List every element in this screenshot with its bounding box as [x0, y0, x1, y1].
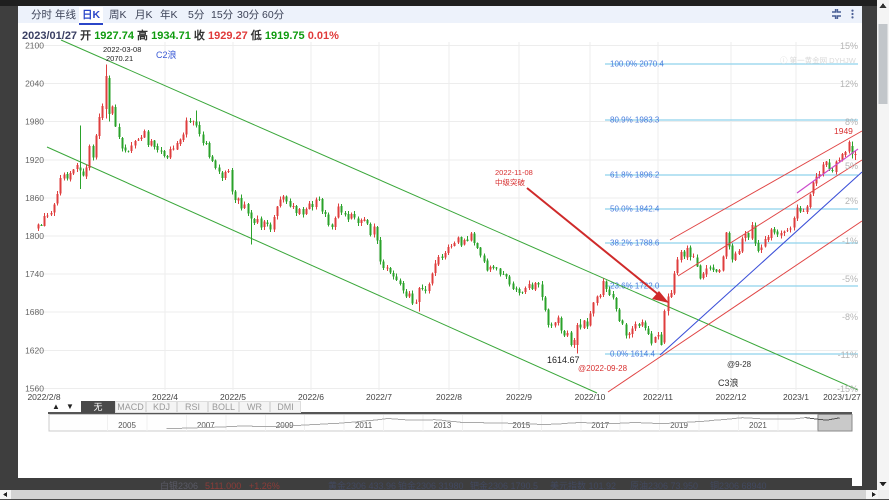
svg-text:2070.21: 2070.21	[106, 54, 133, 63]
svg-text:2022/12: 2022/12	[716, 392, 747, 402]
svg-text:2019: 2019	[670, 421, 688, 430]
svg-text:0.0% 1614.4: 0.0% 1614.4	[610, 350, 655, 359]
svg-text:美元指数 101.92: 美元指数 101.92	[550, 480, 616, 491]
svg-text:2023/1/27: 2023/1/27	[823, 392, 861, 402]
svg-text:C3浪: C3浪	[718, 377, 739, 388]
svg-text:1980: 1980	[25, 117, 44, 127]
svg-text:2022/10: 2022/10	[575, 392, 606, 402]
svg-text:中级突破: 中级突破	[495, 177, 525, 187]
svg-text:38.2% 1788.6: 38.2% 1788.6	[610, 239, 660, 248]
svg-text:2040: 2040	[25, 79, 44, 89]
svg-text:2015: 2015	[512, 421, 530, 430]
svg-text:-11%: -11%	[838, 350, 858, 360]
svg-text:50.0% 1842.4: 50.0% 1842.4	[610, 205, 660, 214]
svg-text:1560: 1560	[25, 383, 44, 393]
svg-text:@2022-09-28: @2022-09-28	[578, 364, 628, 373]
svg-text:ⓘ 第一黄金网 DYHJW: ⓘ 第一黄金网 DYHJW	[780, 55, 857, 65]
svg-text:2022/2/8: 2022/2/8	[27, 392, 60, 402]
svg-text:2022/11: 2022/11	[643, 392, 673, 402]
svg-text:+1.26%: +1.26%	[249, 481, 280, 491]
svg-text:2011: 2011	[355, 421, 373, 430]
svg-text:2021: 2021	[749, 421, 767, 430]
svg-text:5%: 5%	[845, 161, 858, 171]
svg-text:2005: 2005	[118, 421, 136, 430]
svg-text:-15%: -15%	[837, 384, 858, 394]
svg-text:@9-28: @9-28	[727, 360, 752, 369]
svg-text:1620: 1620	[25, 345, 44, 355]
svg-text:-8%: -8%	[842, 312, 858, 322]
svg-text:80.9% 1983.3: 80.9% 1983.3	[610, 116, 660, 125]
svg-text:铜2306 68940: 铜2306 68940	[710, 480, 767, 491]
svg-text:2023/1: 2023/1	[783, 392, 809, 402]
svg-text:15%: 15%	[840, 41, 858, 51]
svg-text:2022-03-08: 2022-03-08	[103, 45, 141, 54]
svg-text:2022/7: 2022/7	[366, 392, 392, 402]
svg-text:2022/4: 2022/4	[152, 392, 178, 402]
svg-text:铂金2306 31980: 铂金2306 31980	[398, 480, 464, 491]
svg-text:1740: 1740	[25, 269, 44, 279]
svg-text:C2浪: C2浪	[156, 49, 177, 60]
svg-text:黄金2306 433.96: 黄金2306 433.96	[328, 480, 396, 491]
svg-text:2007: 2007	[197, 421, 215, 430]
svg-text:2022-11-08: 2022-11-08	[495, 168, 533, 177]
svg-text:1860: 1860	[25, 193, 44, 203]
svg-text:2009: 2009	[276, 421, 294, 430]
svg-text:61.8% 1896.2: 61.8% 1896.2	[610, 171, 660, 180]
svg-text:-5%: -5%	[842, 274, 858, 284]
svg-text:钯金2306 1790.5: 钯金2306 1790.5	[470, 480, 538, 491]
svg-text:2022/8: 2022/8	[436, 392, 462, 402]
svg-text:-1%: -1%	[842, 236, 858, 246]
svg-text:2%: 2%	[845, 196, 858, 206]
svg-text:12%: 12%	[840, 79, 858, 89]
svg-text:1680: 1680	[25, 307, 44, 317]
svg-text:1949: 1949	[834, 126, 853, 136]
svg-text:2013: 2013	[434, 421, 452, 430]
svg-text:23.6% 1722.0: 23.6% 1722.0	[610, 282, 660, 291]
svg-text:2017: 2017	[591, 421, 609, 430]
svg-text:原油2306 73.950: 原油2306 73.950	[630, 480, 698, 491]
svg-text:100.0% 2070.4: 100.0% 2070.4	[610, 60, 664, 69]
svg-text:2100: 2100	[25, 41, 44, 51]
svg-text:1920: 1920	[25, 155, 44, 165]
svg-text:5111.000: 5111.000	[205, 481, 241, 491]
svg-text:白银2306: 白银2306	[160, 480, 198, 491]
svg-text:2022/6: 2022/6	[298, 392, 324, 402]
svg-text:2022/9: 2022/9	[506, 392, 532, 402]
svg-text:2022/5: 2022/5	[220, 392, 246, 402]
svg-text:8%: 8%	[845, 117, 858, 127]
svg-text:1614.67: 1614.67	[547, 355, 580, 365]
svg-text:1800: 1800	[25, 231, 44, 241]
